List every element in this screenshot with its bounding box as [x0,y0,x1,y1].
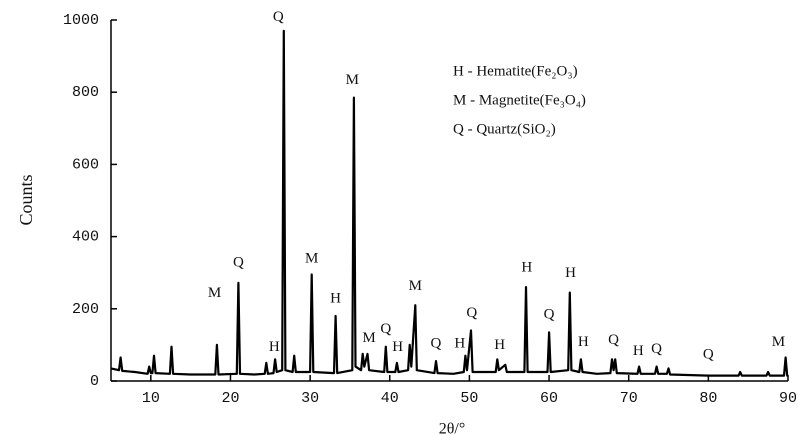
x-tick-label: 80 [699,390,717,407]
peak-label: Q [431,336,442,352]
legend-entry: M - Magnetite(Fe₃O₄) [453,92,586,108]
peak-label: Q [544,307,555,323]
y-tick-label: 400 [72,229,99,246]
peak-label: M [305,251,318,267]
peak-label: H [494,337,505,353]
peak-label: M [409,278,422,294]
peak-label: H [454,336,465,352]
x-tick-label: 20 [221,390,239,407]
peak-label: H [521,260,532,276]
peak-label: M [772,334,785,350]
peak-label: M [208,285,221,301]
peak-label: Q [233,254,244,270]
peak-label: Q [273,9,284,25]
peak-label: M [362,330,375,346]
x-tick-label: 90 [779,390,797,407]
peak-label: Q [703,346,714,362]
peak-label: H [578,334,589,350]
peak-label: H [269,339,280,355]
peak-label: Q [651,341,662,357]
y-tick-label: 800 [72,84,99,101]
peak-label: M [346,72,359,88]
peak-label: H [633,343,644,359]
peak-label: H [330,290,341,306]
x-tick-label: 50 [460,390,478,407]
x-tick-label: 30 [301,390,319,407]
y-axis-label: Counts [16,174,36,225]
y-tick-label: 600 [72,156,99,173]
peak-label: Q [466,305,477,321]
legend: H - Hematite(Fe₂O₃) M - Magnetite(Fe₃O₄)… [453,63,586,137]
legend-entry: Q - Quartz(SiO₂) [453,121,556,137]
legend-entry: H - Hematite(Fe₂O₃) [453,63,578,79]
y-tick-label: 0 [90,373,99,390]
peak-label: H [565,265,576,281]
data-line [110,29,789,377]
peak-label: H [392,339,403,355]
y-tick-label: 1000 [63,12,99,29]
x-axis-label: 2θ/° [439,421,466,436]
x-tick-label: 70 [620,390,638,407]
x-tick-label: 40 [381,390,399,407]
y-tick-label: 200 [72,301,99,318]
peak-label: Q [380,321,391,337]
x-tick-label: 10 [142,390,160,407]
peak-label: Q [608,332,619,348]
x-tick-label: 60 [540,390,558,407]
